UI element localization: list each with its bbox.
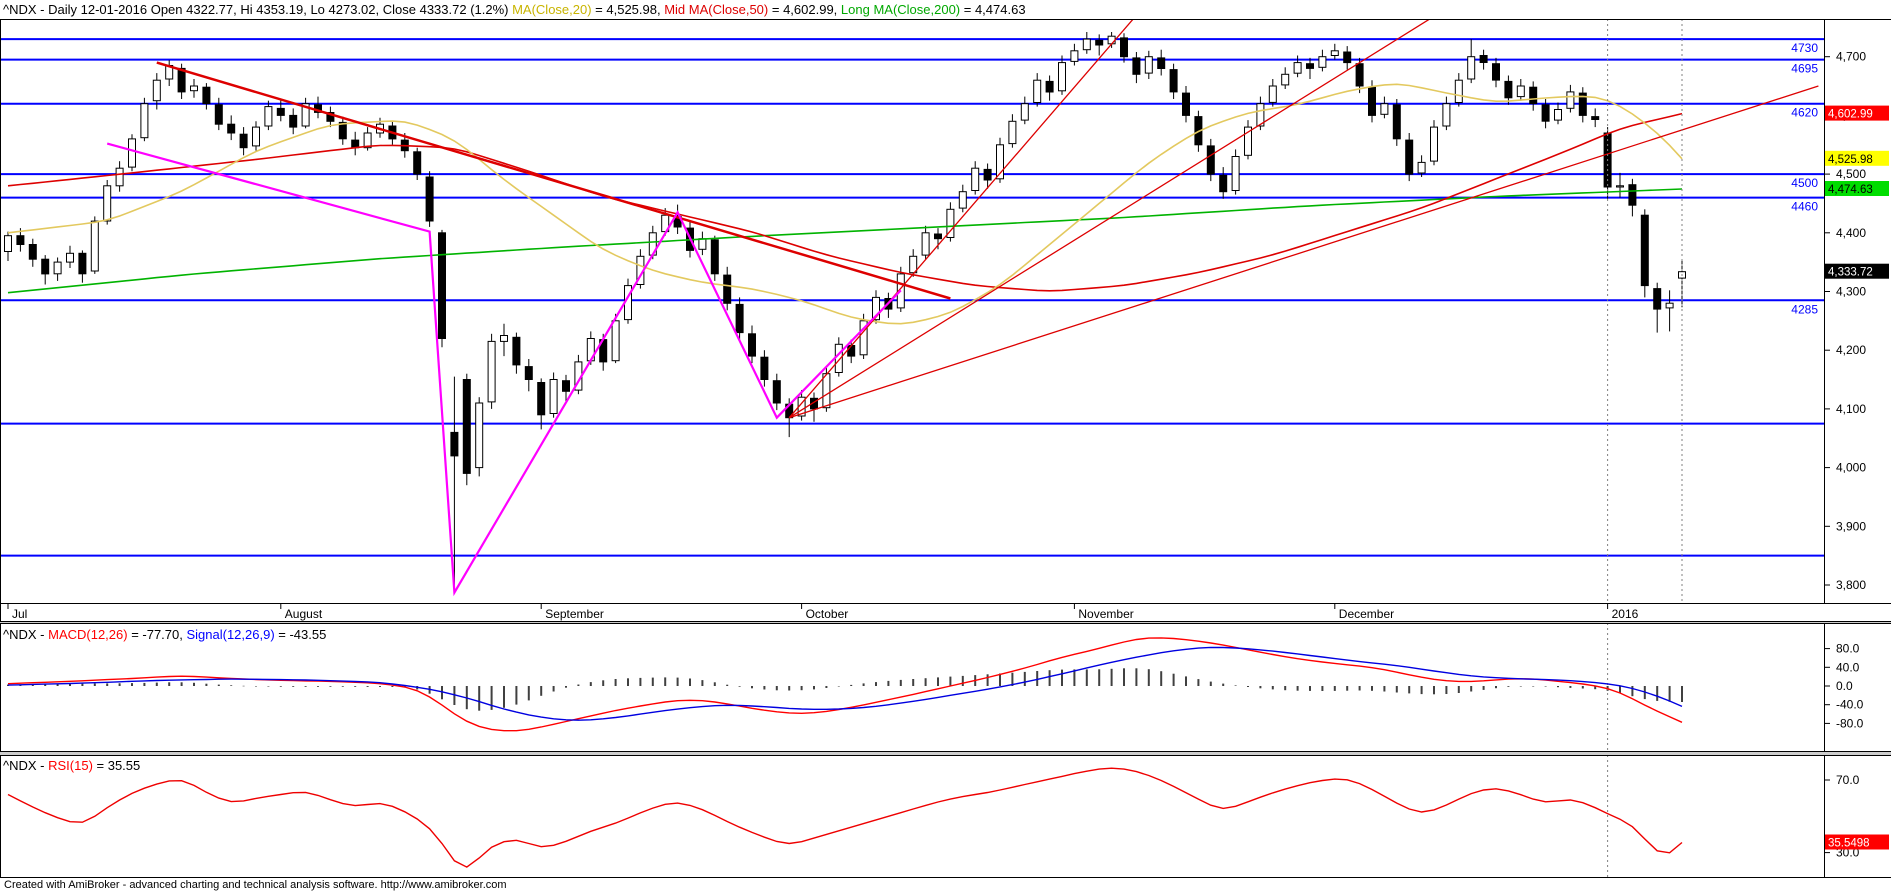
month-label: August — [285, 607, 323, 621]
level-label: 4620 — [1791, 106, 1818, 120]
price-axis-label: 4,000 — [1836, 461, 1866, 475]
price-axis-label: 4,500 — [1836, 167, 1866, 181]
ma200-value: = 4,474.63 — [960, 2, 1026, 17]
price-badge: 4,525.98 — [1825, 150, 1889, 166]
svg-text:4,525.98: 4,525.98 — [1828, 154, 1873, 166]
ma50-value: = 4,602.99, — [768, 2, 841, 17]
main-pane-title: ^NDX - Daily 12-01-2016 Open 4322.77, Hi… — [3, 1, 1026, 18]
macd-axis-label: 0.0 — [1836, 679, 1853, 693]
ma20-label: MA(Close,20) — [512, 2, 592, 17]
rsi-axis-label: 70.0 — [1836, 773, 1860, 787]
macd-signal-line — [7, 646, 1683, 721]
month-label: October — [806, 607, 849, 621]
price-axis-label: 4,300 — [1836, 285, 1866, 299]
macd-label: MACD(12,26) — [48, 627, 128, 642]
rsi-symbol: ^NDX - — [3, 758, 49, 773]
signal-label: Signal(12,26,9) — [186, 627, 275, 642]
month-label: Jul — [12, 607, 27, 621]
pane-splitter[interactable] — [0, 622, 1891, 623]
macd-axis-label: -40.0 — [1836, 698, 1864, 712]
price-axis-label: 4,100 — [1836, 402, 1866, 416]
svg-text:35.5498: 35.5498 — [1828, 838, 1870, 850]
svg-text:4,333.72: 4,333.72 — [1828, 267, 1873, 279]
price-badge: 4,602.99 — [1825, 105, 1889, 121]
svg-text:4,474.63: 4,474.63 — [1828, 184, 1873, 196]
month-label: 2016 — [1612, 607, 1639, 621]
level-label: 4730 — [1791, 41, 1818, 55]
svg-text:4,602.99: 4,602.99 — [1828, 109, 1873, 121]
level-label: 4500 — [1791, 176, 1818, 190]
ma20-line — [7, 83, 1683, 325]
ma50-line — [7, 112, 1683, 292]
price-axis-label: 3,900 — [1836, 519, 1866, 533]
rsi-indicator-chart[interactable]: 70.030.035.5498 — [0, 755, 1891, 878]
ma20-value: = 4,525.98, — [591, 2, 665, 17]
macd-indicator-chart[interactable]: 80.0 40.0 0.0 -40.0 -80.0 — [0, 623, 1891, 752]
candlesticks — [4, 32, 1686, 593]
ma200-line — [7, 188, 1683, 294]
price-axis-label: 3,800 — [1836, 578, 1866, 592]
macd-axis-label: 80.0 — [1836, 642, 1860, 656]
macd-axis-label: -80.0 — [1836, 716, 1864, 730]
month-label: November — [1078, 607, 1133, 621]
month-label: September — [545, 607, 604, 621]
rsi-value: = 35.55 — [92, 758, 141, 773]
rsi-badge: 35.5498 — [1825, 834, 1889, 850]
ohlc-summary: ^NDX - Daily 12-01-2016 Open 4322.77, Hi… — [3, 2, 513, 17]
rsi-line — [7, 767, 1683, 868]
x-axis: Jul August September October November Decembe… — [7, 603, 1639, 621]
zigzag-line — [106, 142, 902, 597]
pane-splitter[interactable] — [0, 752, 1891, 755]
level-label: 4460 — [1791, 200, 1818, 214]
macd-symbol: ^NDX - — [3, 627, 49, 642]
macd-axis-label: 40.0 — [1836, 660, 1860, 674]
ma200-label: Long MA(Close,200) — [840, 2, 961, 17]
price-axis-label: 4,400 — [1836, 226, 1866, 240]
signal-value: = -43.55 — [274, 627, 327, 642]
rsi-label: RSI(15) — [48, 758, 93, 773]
main-price-chart[interactable]: 4730469546204500446042854,7004,6004,5004… — [0, 19, 1891, 622]
level-label: 4695 — [1791, 62, 1818, 76]
price-axis-label: 4,200 — [1836, 343, 1866, 357]
month-label: December — [1339, 607, 1394, 621]
rsi-pane-title: ^NDX - RSI(15) = 35.55 — [3, 757, 140, 774]
macd-histogram — [7, 668, 1683, 711]
level-label: 4285 — [1791, 302, 1818, 316]
macd-pane-title: ^NDX - MACD(12,26) = -77.70, Signal(12,2… — [3, 626, 326, 643]
footer-credit: Created with AmiBroker - advanced charti… — [0, 878, 1891, 892]
price-badge: 4,333.72 — [1825, 263, 1889, 279]
trendlines — [156, 19, 1819, 419]
price-axis-label: 4,700 — [1836, 50, 1866, 64]
ma50-label: Mid MA(Close,50) — [664, 2, 769, 17]
price-badge: 4,474.63 — [1825, 181, 1889, 196]
macd-value: = -77.70, — [127, 627, 187, 642]
